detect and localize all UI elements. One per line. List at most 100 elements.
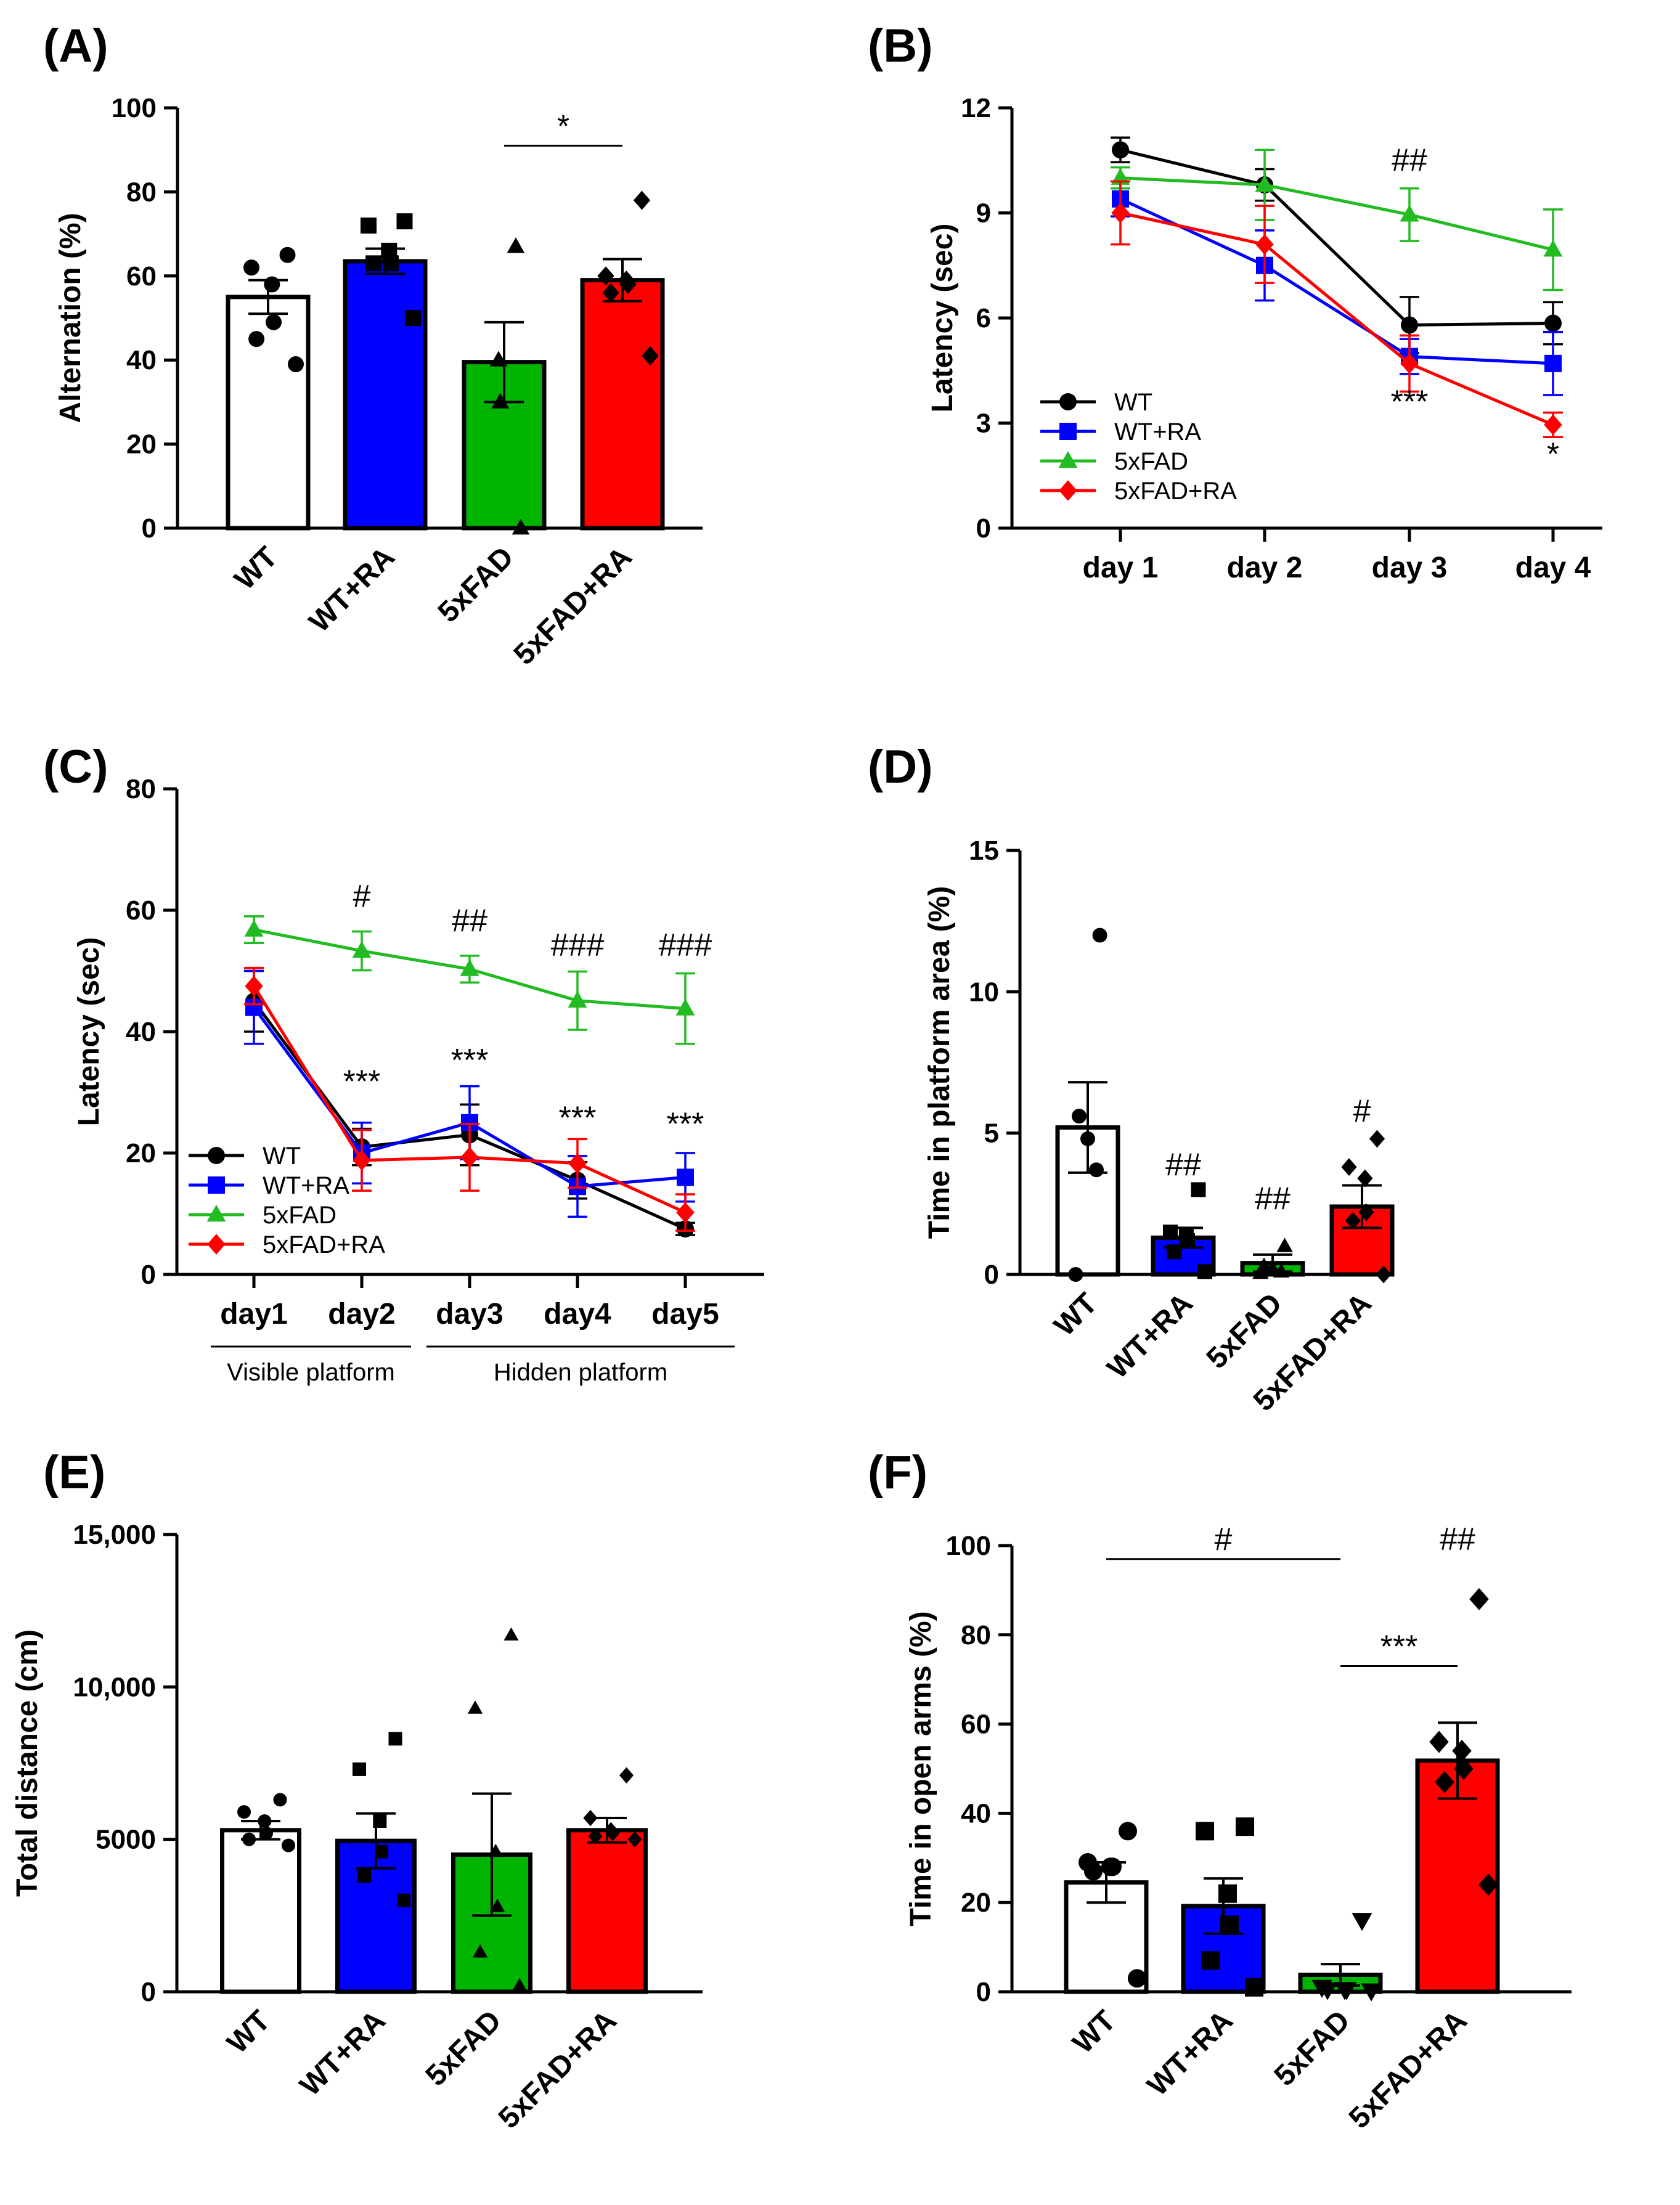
data-point xyxy=(1276,1237,1293,1252)
legend-marker xyxy=(1059,423,1077,440)
series-marker-WT xyxy=(1544,314,1562,332)
series-marker-5xFAD+RA xyxy=(245,976,263,997)
annotation: ## xyxy=(1255,1181,1291,1217)
data-point xyxy=(1218,1884,1237,1903)
data-point xyxy=(1435,1771,1454,1793)
data-point xyxy=(1352,1913,1372,1931)
series-line-5xFAD xyxy=(1120,176,1554,251)
y-tick-label: 0 xyxy=(976,513,991,544)
series-line-WT+RA xyxy=(1119,197,1554,365)
data-point xyxy=(1478,1873,1498,1896)
x-tick-label: day 3 xyxy=(1372,552,1448,584)
data-point xyxy=(1072,1109,1087,1124)
data-point xyxy=(264,276,280,293)
y-tick-label: 6 xyxy=(976,303,991,333)
data-point xyxy=(1454,1758,1474,1780)
y-tick-label: 80 xyxy=(961,1620,991,1650)
legend-marker xyxy=(207,1234,226,1255)
data-point xyxy=(1197,1264,1212,1279)
series-marker-5xFAD xyxy=(1255,174,1274,192)
series-marker-5xFAD+RA xyxy=(676,1202,695,1223)
data-point xyxy=(1345,1212,1361,1230)
legend-marker xyxy=(208,1147,225,1164)
bar-5xFAD+RA xyxy=(566,1828,648,1994)
x-tick-label: WT+RA xyxy=(1101,1287,1199,1385)
y-tick-label: 5 xyxy=(984,1119,999,1149)
annotation: *** xyxy=(343,1064,381,1100)
y-tick-label: 80 xyxy=(126,177,157,207)
data-point xyxy=(1376,1265,1392,1284)
data-point xyxy=(1103,1857,1122,1877)
data-point xyxy=(642,346,659,365)
x-tick-label: day 1 xyxy=(1083,552,1159,584)
bar-WT+RA xyxy=(343,259,428,531)
data-point xyxy=(388,1732,402,1746)
data-point xyxy=(583,1809,598,1827)
y-tick-label: 60 xyxy=(961,1710,991,1740)
series-marker-5xFAD xyxy=(244,919,264,937)
panel-label: (E) xyxy=(43,1446,105,1499)
data-point xyxy=(489,351,508,367)
y-axis-label: Latency (sec) xyxy=(926,224,959,413)
data-point xyxy=(1358,1203,1374,1221)
y-axis-label: Alternation (%) xyxy=(54,213,87,423)
legend-label: 5xFAD xyxy=(1114,448,1188,475)
group-label: Visible platform xyxy=(227,1359,395,1386)
y-tick-label: 0 xyxy=(142,513,157,544)
data-point xyxy=(243,259,259,276)
data-point xyxy=(1163,1225,1178,1240)
legend-label: 5xFAD+RA xyxy=(1114,478,1237,505)
data-point xyxy=(1128,1969,1146,1988)
y-axis-label: Time in open arms (%) xyxy=(905,1611,937,1926)
data-point xyxy=(273,1793,287,1807)
annotation: # xyxy=(353,879,371,915)
annotation: *** xyxy=(1391,384,1429,420)
panel-label: (A) xyxy=(43,20,108,72)
data-point xyxy=(396,213,413,230)
series-marker-5xFAD+RA xyxy=(1400,353,1419,374)
data-point xyxy=(1080,1131,1095,1146)
y-tick-label: 0 xyxy=(976,1977,991,2007)
y-tick-label: 3 xyxy=(976,409,991,439)
y-tick-label: 100 xyxy=(112,93,157,123)
data-point xyxy=(1196,1822,1214,1841)
legend-label: 5xFAD xyxy=(263,1202,336,1229)
data-point xyxy=(383,255,399,272)
series-marker-5xFAD xyxy=(1543,240,1563,257)
data-point xyxy=(605,1825,620,1841)
bar-WT xyxy=(220,1828,301,1994)
annotation: ## xyxy=(1392,142,1427,178)
y-tick-label: 20 xyxy=(961,1888,991,1918)
y-tick-label: 60 xyxy=(126,895,156,926)
panel-label: (C) xyxy=(43,741,108,793)
annotation: *** xyxy=(559,1101,597,1136)
x-tick-label: 5xFAD xyxy=(432,540,520,629)
y-tick-label: 60 xyxy=(126,261,157,291)
x-tick-label: WT xyxy=(1067,2004,1122,2060)
data-point xyxy=(361,217,377,234)
y-tick-label: 15,000 xyxy=(73,1520,156,1550)
x-tick-label: 5xFAD+RA xyxy=(492,2004,623,2135)
series-marker-5xFAD+RA xyxy=(1544,414,1562,436)
legend-label: 5xFAD+RA xyxy=(263,1231,385,1258)
data-point xyxy=(365,255,382,272)
data-point xyxy=(1220,1915,1239,1934)
data-point xyxy=(248,331,265,348)
y-axis-label: Total distance (cm) xyxy=(11,1629,44,1897)
x-tick-label: 5xFAD+RA xyxy=(508,540,638,671)
panel-label: (B) xyxy=(868,20,933,72)
data-point xyxy=(375,1844,388,1859)
series-marker-5xFAD+RA xyxy=(460,1147,479,1168)
legend-label: WT+RA xyxy=(263,1172,349,1199)
data-point xyxy=(1361,1983,1382,2002)
y-tick-label: 15 xyxy=(969,836,999,866)
data-point xyxy=(473,1944,488,1958)
x-tick-label: WT+RA xyxy=(1141,2004,1239,2102)
data-point xyxy=(1092,927,1107,943)
data-point xyxy=(397,1893,410,1907)
annotation: *** xyxy=(451,1043,489,1078)
data-point xyxy=(1429,1730,1449,1753)
x-tick-label: day5 xyxy=(651,1298,719,1331)
y-tick-label: 80 xyxy=(126,774,156,804)
data-point xyxy=(488,1843,504,1857)
